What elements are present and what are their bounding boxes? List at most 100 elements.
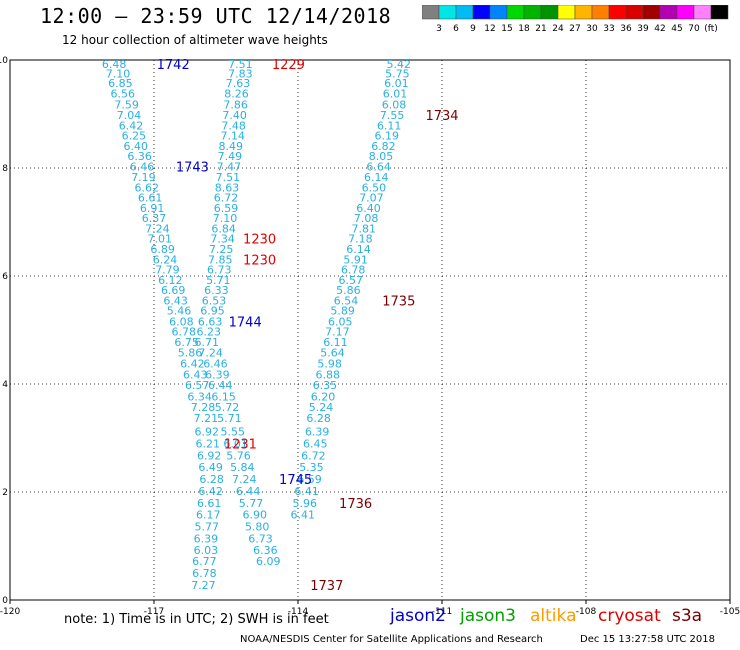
wave-height-value: 6.85 [108,77,133,90]
wave-height-value: 7.21 [194,412,219,425]
wave-height-value: 6.92 [197,449,222,462]
wave-height-value: 6.35 [313,379,338,392]
wave-height-value: 6.42 [119,119,144,132]
wave-height-value: 6.41 [291,509,316,522]
colorbar-label: 12 [484,24,495,33]
wave-height-value: 7.08 [354,212,379,225]
wave-height-value: 8.26 [224,87,249,100]
colorbar-label: 36 [620,24,632,33]
time-label: 1742 [157,58,190,73]
wave-height-value: 6.84 [211,222,236,235]
wave-height-value: 6.88 [316,368,341,381]
wave-height-value: 5.24 [309,401,334,414]
chart-subtitle: 12 hour collection of altimeter wave hei… [62,33,328,47]
wave-height-value: 6.75 [174,336,199,349]
wave-height-value: 5.91 [343,253,368,266]
credits-timestamp: Dec 15 13:27:58 UTC 2018 [580,634,715,645]
colorbar-label: 3 [436,24,442,33]
colorbar-label: 9 [470,24,476,33]
wave-height-value: 7.18 [348,233,373,246]
wave-height-value: 7.81 [352,222,377,235]
wave-height-value: 6.09 [256,555,281,568]
wave-height-value: 6.20 [311,390,336,403]
wave-height-value: 6.50 [362,181,387,194]
wave-height-value: 6.57 [185,379,210,392]
wave-height-value: 5.42 [387,58,412,71]
mission-s3a: s3a [672,606,703,626]
x-tick-label: -111 [432,607,452,617]
colorbar-label: 27 [569,24,580,33]
colorbar-label: 24 [552,24,564,33]
time-label: 1743 [176,160,209,175]
wave-height-value: 6.01 [384,77,409,90]
wave-height-value: 6.11 [323,336,348,349]
wave-height-value: 6.28 [306,412,331,425]
wave-height-value: 7.63 [226,77,251,90]
wave-height-value: 6.12 [158,274,183,287]
time-label: 1231 [224,437,257,452]
colorbar-label: 70 [688,24,700,33]
colorbar-label: 39 [637,24,649,33]
wave-height-value: 6.21 [196,437,221,450]
wave-height-value: 5.75 [385,68,410,81]
wave-height-value: 6.25 [122,130,147,143]
wave-height-value: 5.71 [217,412,242,425]
colorbar-label: 42 [654,24,665,33]
wave-height-value: 6.59 [214,202,239,215]
wave-height-value: 6.92 [195,426,220,439]
y-tick-label: 10 [0,56,8,66]
wave-height-value: 7.28 [191,401,216,414]
wave-height-value: 5.98 [317,357,342,370]
mission-altika: altika [530,606,577,626]
wave-height-value: 6.41 [294,485,319,498]
y-tick-label: 6 [2,272,8,282]
y-tick-label: 8 [2,164,8,174]
wave-height-value: 6.64 [366,160,391,173]
wave-height-value: 8.05 [369,150,394,163]
wave-height-value: 6.14 [346,243,371,256]
mission-cryosat: cryosat [598,606,661,626]
wave-height-value: 7.19 [131,171,156,184]
wave-height-value: 6.44 [208,379,233,392]
wave-height-value: 5.35 [299,461,324,474]
colorbar-label: 33 [603,24,614,33]
wave-height-value: 6.43 [163,294,188,307]
wave-height-value: 6.01 [383,87,408,100]
wave-height-value: 6.78 [192,567,217,580]
wave-height-value: 6.54 [334,294,359,307]
time-label: 1230 [243,233,276,248]
wave-height-value: 6.63 [198,315,223,328]
wave-height-value: 7.07 [359,192,384,205]
wave-height-value: 6.61 [138,192,163,205]
colorbar-label: 6 [453,24,459,33]
wave-height-value: 8.49 [219,140,244,153]
wave-height-value: 7.24 [232,473,257,486]
time-label: 1734 [425,109,458,124]
x-tick-label: -117 [144,607,164,617]
y-tick-label: 4 [2,380,8,390]
colorbar-label: 21 [535,24,546,33]
wave-height-value: 6.11 [377,119,402,132]
wave-height-value: 8.63 [215,181,240,194]
wave-height-value: 7.34 [210,233,235,246]
wave-height-value: 5.77 [195,521,220,534]
wave-height-value: 7.40 [222,109,247,122]
wave-height-value: 5.64 [320,347,345,360]
wave-height-value: 5.76 [226,449,251,462]
wave-height-value: 6.40 [356,202,381,215]
wave-height-value: 6.05 [328,315,353,328]
wave-height-value: 7.55 [380,109,405,122]
time-label: 1230 [243,253,276,268]
wave-height-value: 6.24 [153,253,178,266]
wave-height-value: 7.86 [223,98,248,111]
wave-height-value: 6.78 [172,326,197,339]
wave-height-value: 7.01 [148,233,173,246]
wave-height-value: 6.08 [382,98,407,111]
wave-height-value: 6.46 [203,357,228,370]
wave-height-value: 7.27 [191,579,216,592]
wave-height-value: 7.49 [218,150,243,163]
wave-height-value: 6.42 [180,357,205,370]
x-tick-label: -108 [576,607,597,617]
wave-height-value: 6.36 [127,150,152,163]
colorbar-label: 30 [586,24,598,33]
